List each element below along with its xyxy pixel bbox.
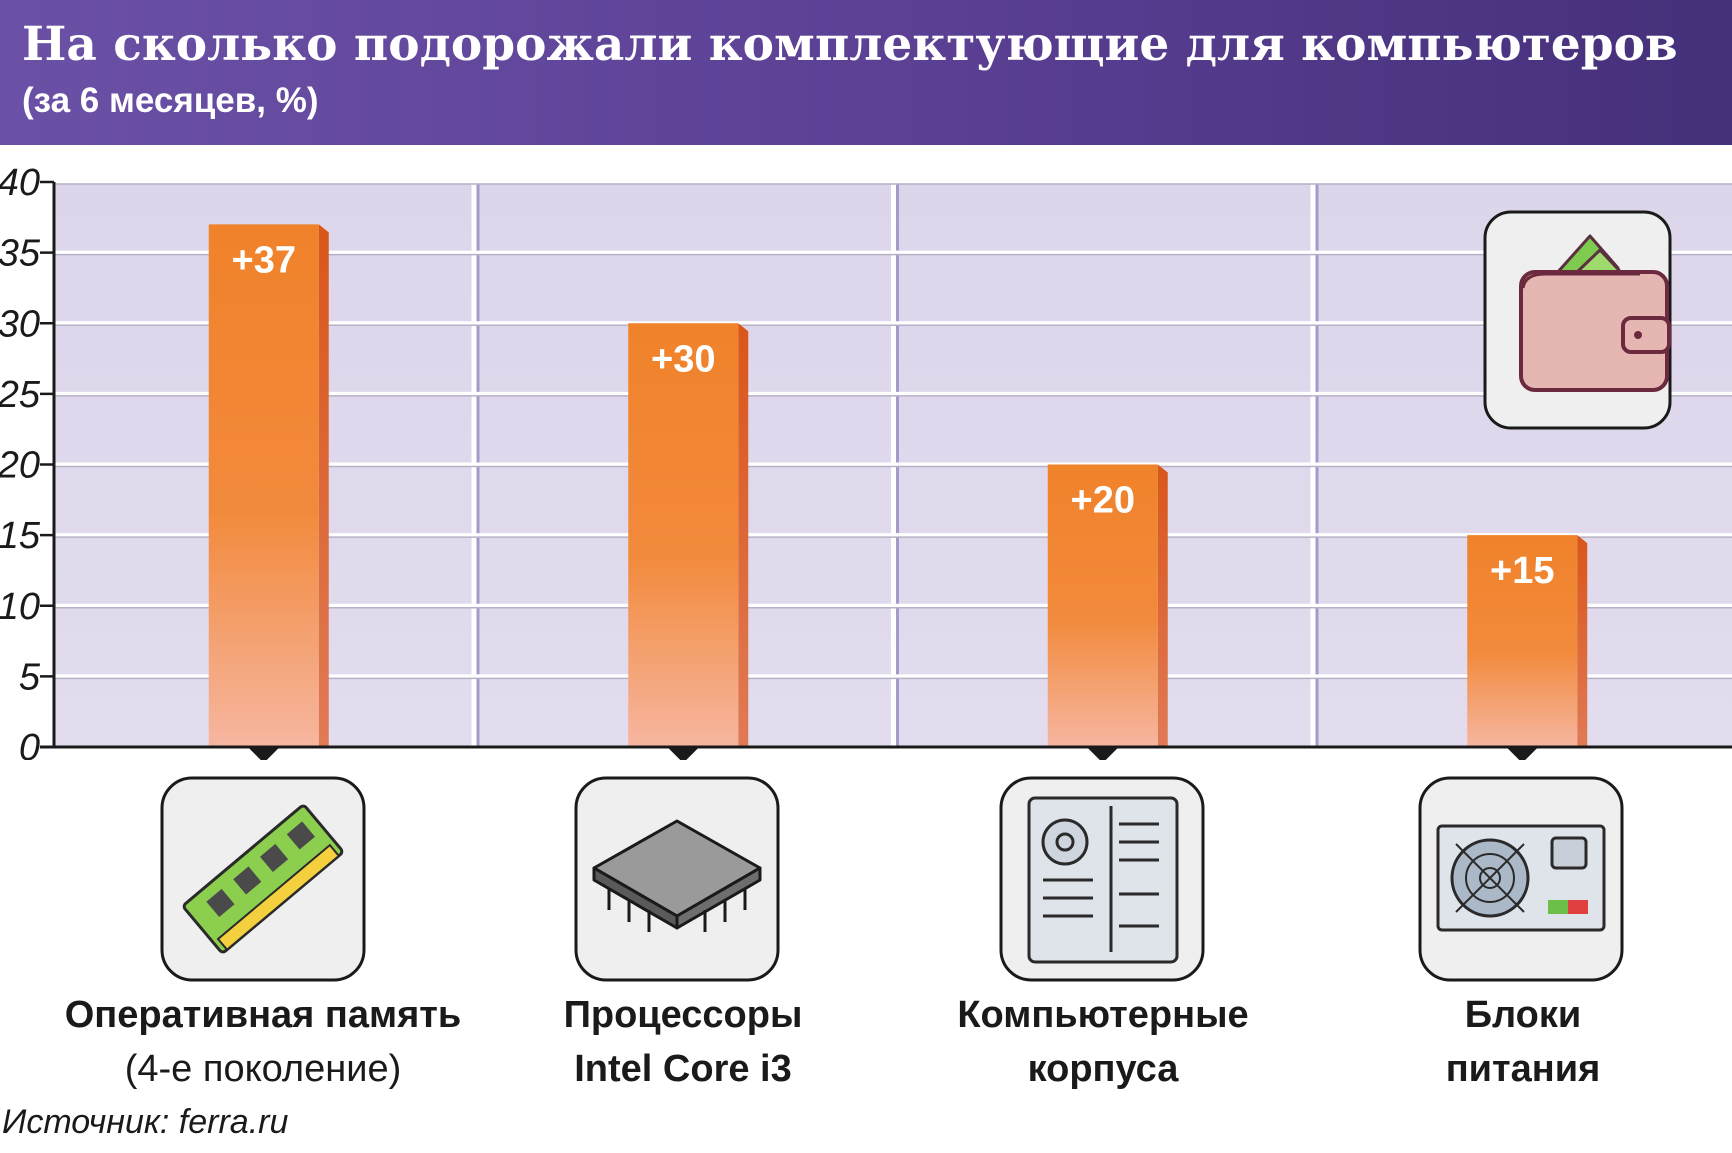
category-marker (668, 748, 699, 760)
bar (1047, 464, 1158, 747)
category-label-line1: Процессоры (563, 994, 803, 1036)
category-label-psu: Блоки питания (1303, 988, 1732, 1096)
power-supply-icon (1418, 776, 1624, 982)
bar-side (1577, 535, 1588, 747)
category-label-line1: Блоки (1464, 994, 1582, 1036)
category-label-case: Компьютерные корпуса (883, 988, 1323, 1096)
category-label-line2: питания (1445, 1048, 1601, 1090)
y-tick-label: 30 (0, 303, 40, 345)
bar-value-label: +30 (651, 338, 715, 380)
y-tick-label: 35 (0, 233, 41, 275)
bar (208, 224, 319, 747)
category-label-line1: Компьютерные (957, 994, 1249, 1036)
y-tick-label: 0 (19, 727, 40, 760)
category-label-line1: Оперативная память (64, 994, 462, 1036)
category-label-line2: (4-е поколение) (124, 1048, 402, 1090)
bar-chart: +37 +30 +20 +15 0 5 10 15 20 25 30 35 40 (0, 162, 1732, 760)
y-tick-label: 10 (0, 586, 40, 628)
category-marker (248, 748, 279, 760)
category-marker (1087, 748, 1118, 760)
chart-title: На сколько подорожали комплектующие для … (22, 17, 1678, 72)
cpu-chip-icon (574, 776, 780, 982)
y-tick-label: 20 (0, 445, 40, 487)
category-label-line2: Intel Core i3 (574, 1048, 792, 1090)
bar-value-label: +20 (1071, 480, 1135, 522)
y-tick-label: 5 (19, 656, 41, 698)
y-tick-label: 25 (0, 374, 41, 416)
wallet-icon (1483, 210, 1672, 430)
bar-side (738, 323, 749, 747)
bar-side (318, 224, 329, 747)
pc-case-icon (999, 776, 1205, 982)
category-label-ram: Оперативная память (4-е поколение) (43, 988, 483, 1096)
y-tick-label: 15 (0, 515, 41, 557)
category-label-cpu: Процессоры Intel Core i3 (463, 988, 903, 1096)
bar-value-label: +15 (1490, 550, 1554, 592)
category-marker (1507, 748, 1538, 760)
chart-header: На сколько подорожали комплектующие для … (0, 0, 1732, 145)
y-tick-label: 40 (0, 162, 40, 204)
bar-value-label: +37 (232, 239, 296, 281)
bar (1467, 535, 1578, 747)
chart-subtitle: (за 6 месяцев, %) (22, 81, 319, 120)
source-note: Источник: ferra.ru (2, 1103, 289, 1141)
bar (628, 323, 739, 747)
bar-side (1157, 464, 1168, 747)
ram-module-icon (160, 776, 366, 982)
category-label-line2: корпуса (1027, 1048, 1179, 1090)
